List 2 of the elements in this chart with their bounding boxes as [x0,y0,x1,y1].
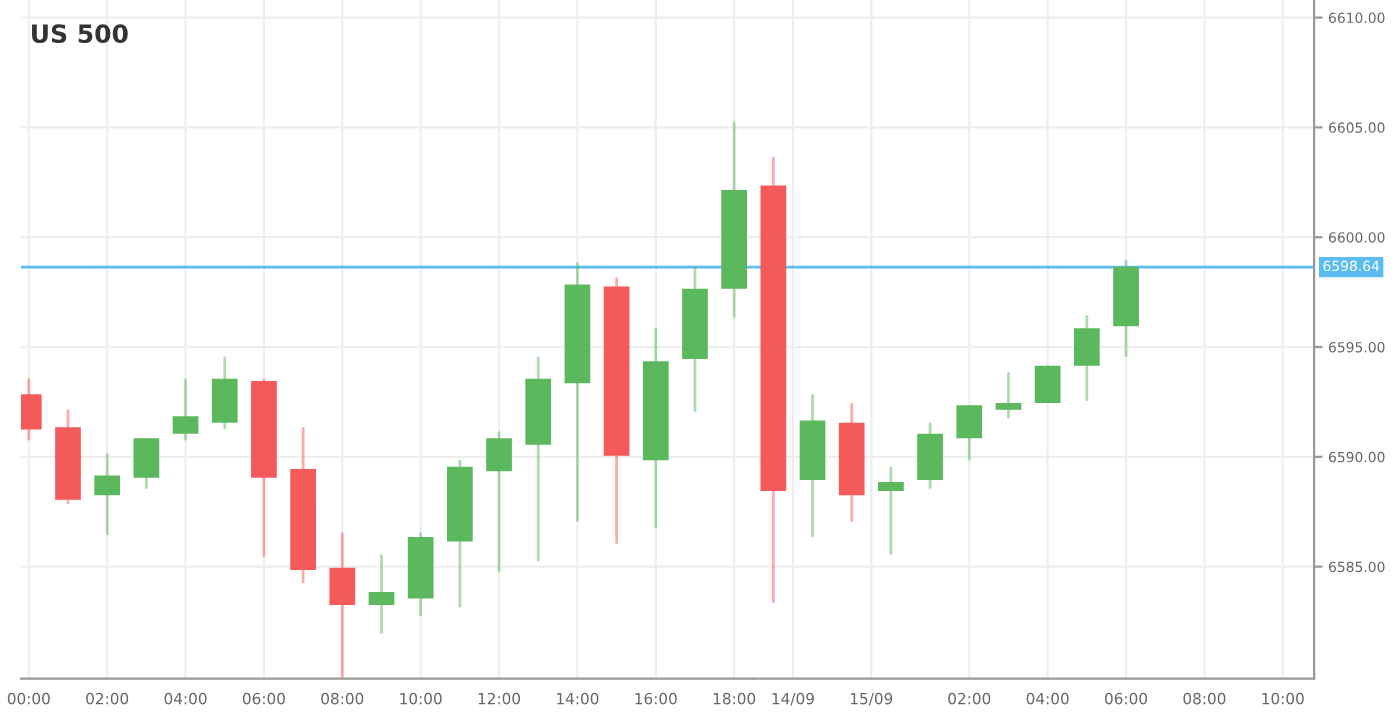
text: US 500 [32,24,128,44]
candlestick [1034,365,1061,404]
